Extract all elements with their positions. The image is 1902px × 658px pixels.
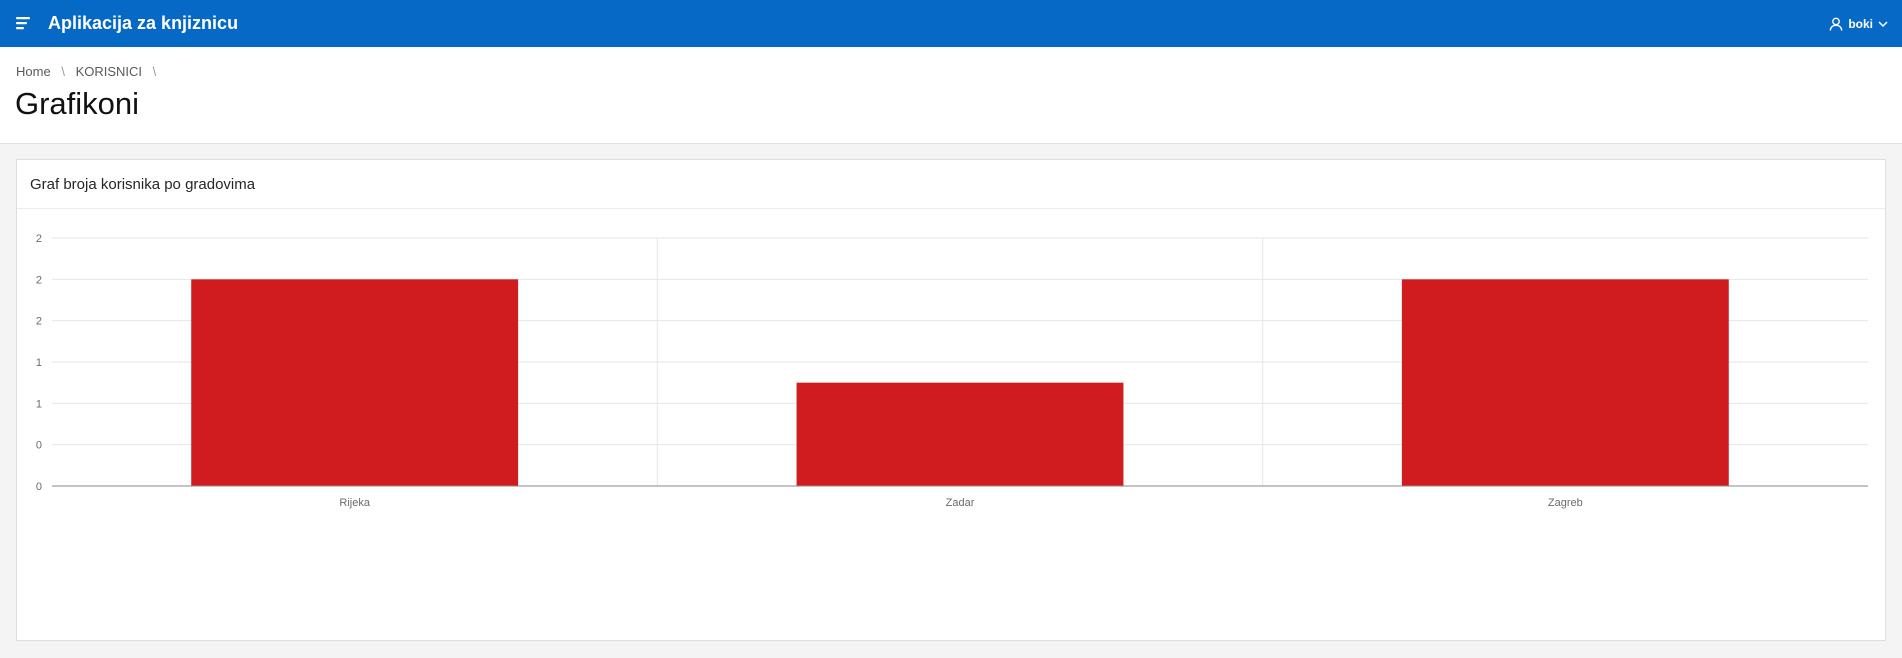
chart-region: Graf broja korisnika po gradovima 0 0 1 1 2 2…: [16, 159, 1886, 641]
region-header: Graf broja korisnika po gradovima: [17, 160, 1885, 209]
x-tick-label: Rijeka: [339, 497, 370, 509]
x-tick-label: Zadar: [946, 497, 975, 509]
breadcrumb-separator: \: [61, 64, 65, 79]
breadcrumb-korisnici-link[interactable]: KORISNICI: [75, 64, 143, 79]
menu-toggle-button[interactable]: [10, 12, 36, 36]
region-title: Graf broja korisnika po gradovima: [30, 176, 256, 193]
bar-zadar[interactable]: [796, 382, 1124, 486]
y-tick-label: 2: [36, 316, 42, 328]
app-title[interactable]: Aplikacija za knjiznicu: [48, 13, 239, 33]
y-tick-label: 2: [36, 233, 42, 245]
hamburger-menu-icon: [10, 17, 36, 40]
user-name: boki: [1848, 17, 1873, 31]
top-navigation-bar: Aplikacija za knjiznicu boki: [0, 0, 1902, 47]
chevron-down-icon: [1878, 20, 1888, 28]
breadcrumb: Home \ KORISNICI \: [16, 64, 163, 80]
page-title: Grafikoni: [15, 86, 140, 121]
bar-chart: 0 0 1 1 2 2 2 Rijeka Zadar Zagreb: [36, 233, 1868, 509]
user-menu-button[interactable]: boki: [1829, 13, 1888, 35]
x-tick-label: Zagreb: [1548, 497, 1583, 509]
page-header: Home \ KORISNICI \ Grafikoni: [0, 47, 1902, 144]
user-icon: [1829, 17, 1843, 31]
bar-zagreb[interactable]: [1401, 279, 1729, 486]
y-tick-label: 0: [36, 481, 42, 493]
bar-rijeka[interactable]: [191, 279, 519, 486]
y-tick-label: 2: [36, 274, 42, 286]
y-tick-label: 1: [36, 357, 42, 369]
y-tick-label: 0: [36, 440, 42, 452]
y-tick-label: 1: [36, 398, 42, 410]
breadcrumb-separator: \: [152, 64, 157, 79]
breadcrumb-home-link[interactable]: Home: [16, 64, 51, 79]
